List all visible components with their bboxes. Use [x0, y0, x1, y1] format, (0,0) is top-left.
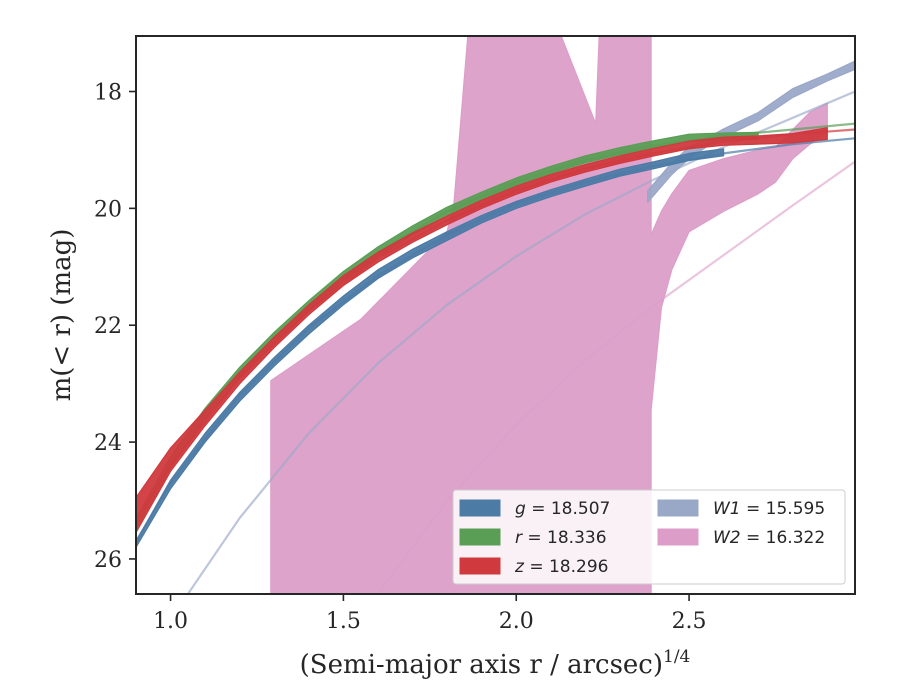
x-tick-label: 2.0 [499, 609, 534, 634]
axis-ticks: 1.0 1.5 2.0 2.5 18 20 22 24 26 [94, 81, 707, 634]
legend-label-r: r = 18.336 [515, 528, 607, 548]
y-tick-label: 18 [94, 81, 122, 106]
legend: g = 18.507 W1 = 15.595 r = 18.336 W2 = 16.3… [452, 489, 846, 585]
legend-swatch-W2 [657, 528, 699, 546]
legend-label-W2: W2 = 16.322 [713, 528, 825, 548]
y-tick-label: 20 [94, 197, 122, 222]
plot-frame [135, 35, 856, 595]
legend-label-z: z = 18.296 [514, 557, 608, 577]
y-axis-label: m(< r) (mag) [47, 229, 77, 402]
x-tick-label: 1.5 [326, 609, 361, 634]
y-tick-label: 24 [94, 431, 122, 456]
legend-swatch-g [459, 499, 501, 517]
legend-swatch-r [459, 528, 501, 546]
x-axis-label: (Semi-major axis r / arcsec)1/4 [300, 647, 691, 680]
legend-box [452, 489, 846, 585]
y-tick-label: 22 [94, 314, 122, 339]
y-tick-label: 26 [94, 548, 122, 573]
x-tick-label: 1.0 [153, 609, 188, 634]
legend-swatch-W1 [657, 499, 699, 517]
series-z-band [136, 127, 828, 534]
series-g-band [136, 148, 725, 548]
x-tick-label: 2.5 [672, 609, 707, 634]
legend-swatch-z [459, 557, 501, 575]
legend-label-W1: W1 = 15.595 [713, 499, 825, 519]
data-layer [136, 36, 855, 594]
legend-label-g: g = 18.507 [515, 499, 610, 519]
